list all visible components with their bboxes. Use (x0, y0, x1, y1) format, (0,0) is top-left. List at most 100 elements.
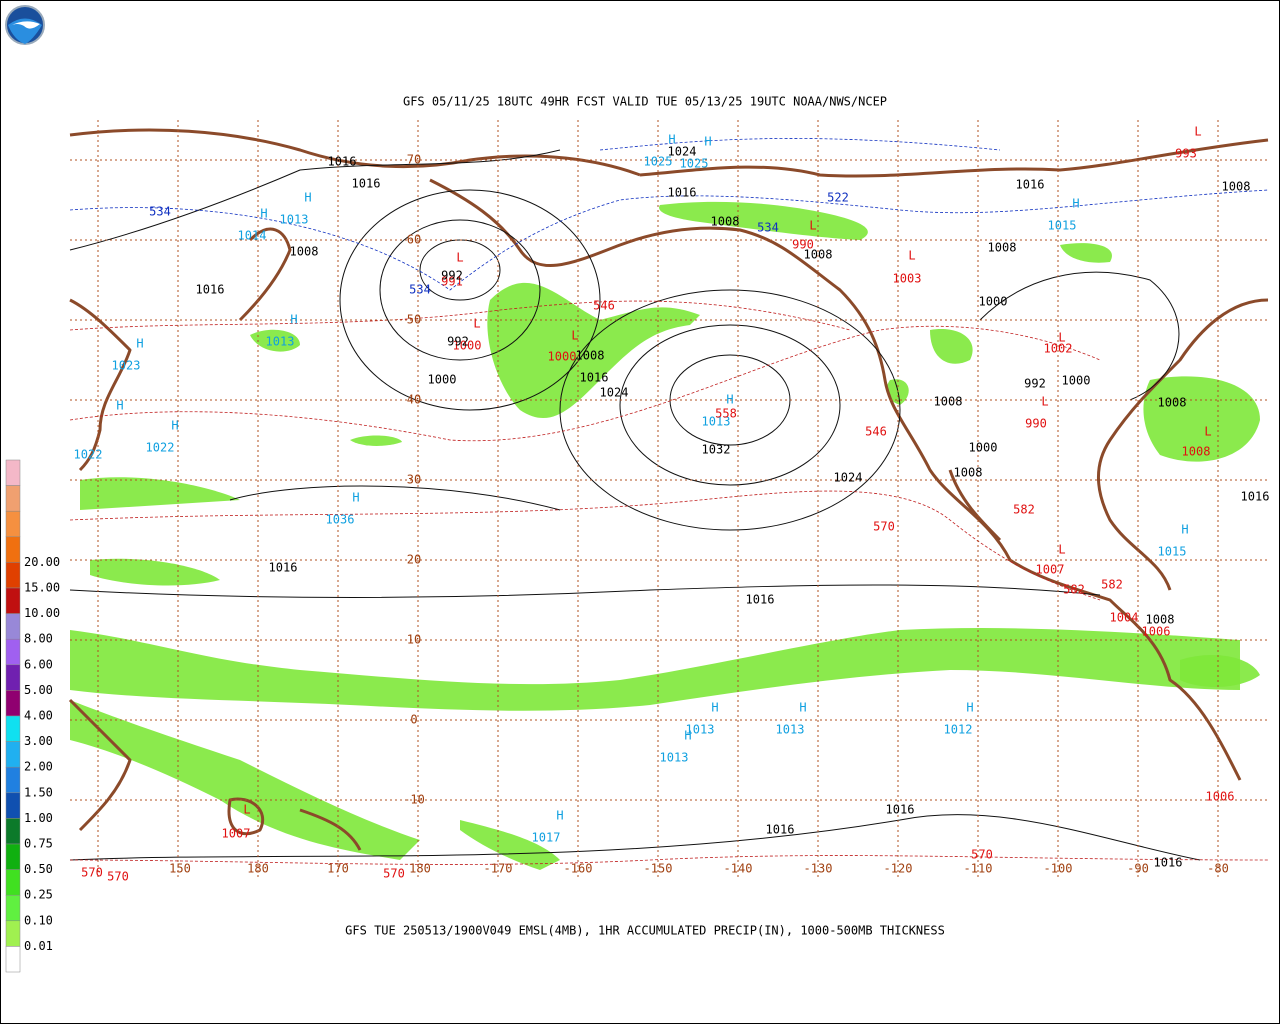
pressure-center-symbol: H (966, 701, 973, 715)
legend-swatch (5, 690, 21, 717)
pressure-center-value: 1013 (702, 415, 731, 429)
contour-label: 1008 (934, 395, 963, 409)
map-caption: GFS TUE 250513/1900V049 EMSL(4MB), 1HR A… (345, 924, 945, 938)
pressure-center-value: 1023 (112, 359, 141, 373)
legend-swatch (5, 562, 21, 589)
pressure-center-value: 1015 (1048, 219, 1077, 233)
contour-label: 582 (1013, 503, 1035, 517)
pressure-center-value: 1013 (660, 751, 689, 765)
contour-label: 570 (873, 520, 895, 534)
legend-label: 15.00 (24, 581, 60, 595)
legend-label: 8.00 (24, 632, 53, 646)
pressure-center-symbol: H (711, 701, 718, 715)
thickness-lines (69, 138, 1269, 865)
pressure-center-symbol: H (556, 809, 563, 823)
contour-label: 558 (715, 407, 737, 421)
contour-label: 1000 (969, 441, 998, 455)
pressure-center-value: 1000 (453, 339, 482, 353)
precip-legend: 20.00 15.00 10.00 8.00 6.00 5.00 4.00 3.00 2.00 1… (5, 459, 60, 973)
legend-swatch (5, 792, 21, 819)
pressure-center-symbol: H (704, 135, 711, 149)
latitude-label: 10 (407, 633, 421, 647)
latitude-label: 0 (410, 713, 417, 727)
pressure-center-value: 1025 (680, 157, 709, 171)
contour-label: 1016 (1241, 490, 1270, 504)
longitude-label: -150 (644, 862, 673, 876)
legend-swatch (5, 946, 21, 973)
legend-label: 0.75 (24, 837, 53, 851)
pressure-center-value: 990 (1025, 417, 1047, 431)
pressure-center-value: 1003 (893, 272, 922, 286)
pressure-center-value: 1002 (1044, 342, 1073, 356)
pressure-center-symbol: H (1181, 523, 1188, 537)
legend-swatch (5, 536, 21, 563)
graticule (70, 120, 1268, 880)
latitude-label: 30 (407, 473, 421, 487)
noaa-logo (5, 5, 45, 45)
pressure-center-symbol: L (473, 317, 480, 331)
pressure-center-symbol: H (116, 399, 123, 413)
contour-label: 1016 (1154, 856, 1183, 870)
pressure-center-symbol: H (290, 313, 297, 327)
legend-swatch (5, 613, 21, 640)
contour-label: 546 (593, 299, 615, 313)
legend-swatch (5, 843, 21, 870)
legend-label: 20.00 (24, 555, 60, 569)
longitude-label: 180 (247, 862, 269, 876)
pressure-center-symbol: H (171, 419, 178, 433)
contour-label: 1006 (1142, 625, 1171, 639)
pressure-center-value: 1013 (266, 335, 295, 349)
latitude-label: -10 (403, 793, 425, 807)
contour-label: 1024 (834, 471, 863, 485)
legend-swatch (5, 715, 21, 742)
pressure-center-value: 990 (792, 238, 814, 252)
pressure-center-symbol: L (1194, 125, 1201, 139)
legend-swatch (5, 920, 21, 947)
contour-label: 1016 (269, 561, 298, 575)
legend-label: 2.00 (24, 760, 53, 774)
pressure-center-value: 1007 (222, 827, 251, 841)
contour-label: 1016 (1016, 178, 1045, 192)
pressure-center-symbol: H (1072, 197, 1079, 211)
pressure-center-value: 1012 (944, 723, 973, 737)
map-labels: 70 60 50 40 30 20 10 0 -10 150 180 170 180 -170 -160 -1… (74, 125, 1270, 884)
contour-label: 1024 (600, 386, 629, 400)
legend-swatch (5, 510, 21, 538)
pressure-center-symbol: L (1041, 395, 1048, 409)
contour-label: 570 (971, 848, 993, 862)
pressure-center-value: 1013 (776, 723, 805, 737)
legend-label: 1.00 (24, 811, 53, 825)
longitude-label: -160 (564, 862, 593, 876)
contour-label: 1016 (746, 593, 775, 607)
contour-label: 992 (441, 269, 463, 283)
isobars (69, 149, 1201, 861)
legend-swatch (5, 485, 21, 512)
contour-label: 1008 (290, 245, 319, 259)
legend-swatch (5, 766, 21, 794)
pressure-center-value: 993 (1175, 147, 1197, 161)
pressure-center-value: 1013 (280, 213, 309, 227)
pressure-center-symbol: L (1204, 425, 1211, 439)
pressure-center-value: 1015 (1158, 545, 1187, 559)
contour-label: 1000 (979, 295, 1008, 309)
contour-label: 1000 (428, 373, 457, 387)
contour-label: 1000 (1062, 374, 1091, 388)
contour-label: 570 (383, 867, 405, 881)
contour-label: 1016 (886, 803, 915, 817)
contour-label: 1008 (1222, 180, 1251, 194)
legend-swatch (5, 664, 21, 691)
longitude-label: -90 (1127, 862, 1149, 876)
contour-label: 1016 (766, 823, 795, 837)
contour-label: 1008 (576, 349, 605, 363)
pressure-center-value: 1022 (74, 448, 103, 462)
latitude-label: 60 (407, 233, 421, 247)
pressure-center-symbol: H (684, 729, 691, 743)
pressure-center-symbol: L (908, 249, 915, 263)
legend-swatch (5, 741, 21, 768)
pressure-center-symbol: H (668, 133, 675, 147)
legend-swatch (5, 638, 21, 666)
pressure-center-value: 1025 (644, 155, 673, 169)
pressure-center-value: 991 (441, 275, 463, 289)
